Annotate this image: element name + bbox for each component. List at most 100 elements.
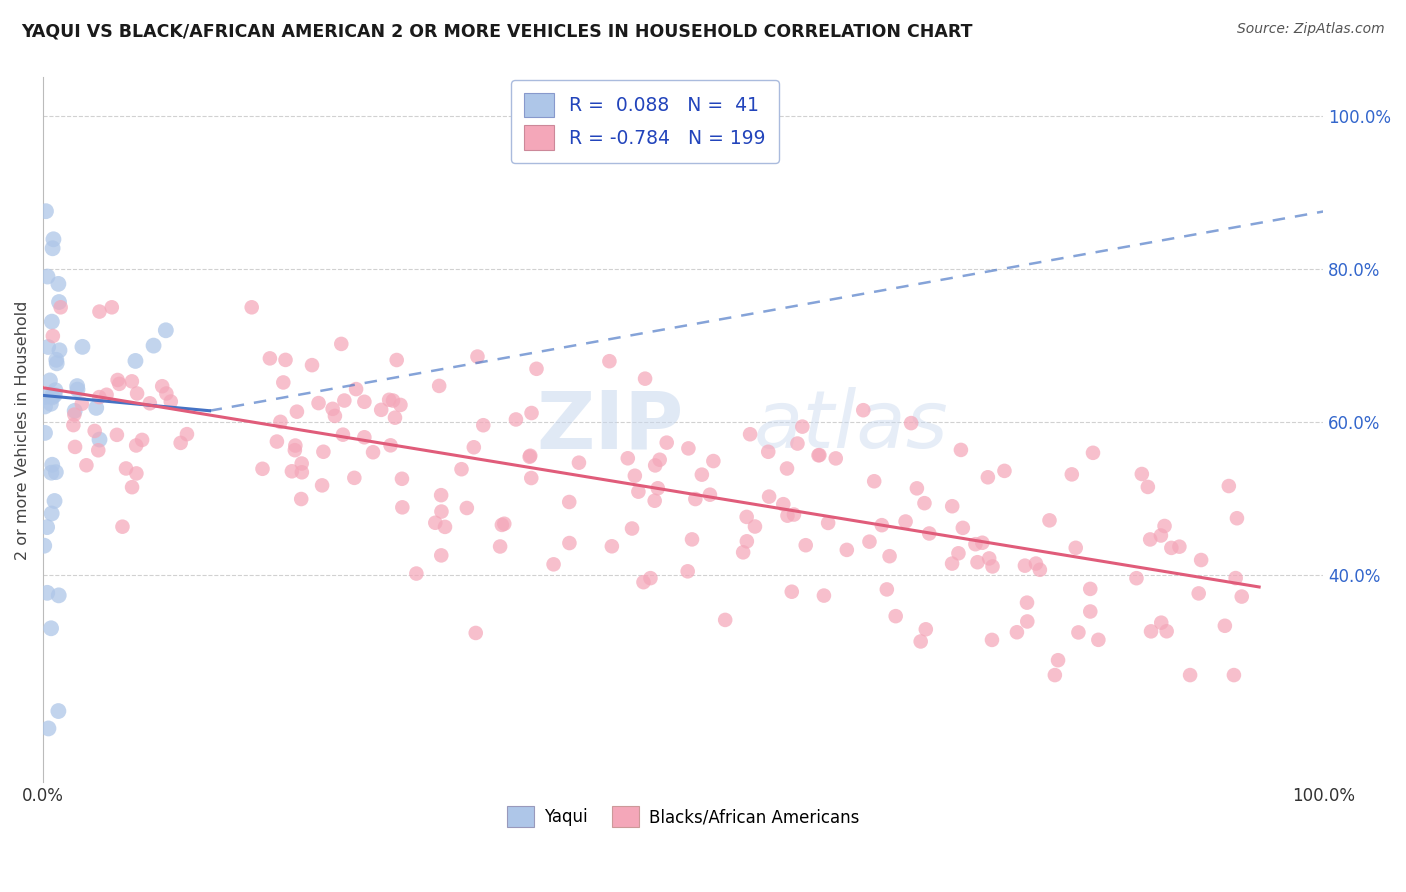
- Point: [948, 546, 970, 560]
- Point: [1017, 615, 1039, 629]
- Point: [353, 430, 375, 444]
- Point: [370, 402, 392, 417]
- Point: [965, 537, 987, 551]
- Point: [89, 390, 111, 404]
- Point: [1153, 519, 1175, 533]
- Point: [89, 433, 111, 447]
- Point: [600, 539, 623, 553]
- Point: [949, 442, 972, 457]
- Point: [125, 467, 148, 481]
- Point: [489, 540, 512, 554]
- Point: [89, 304, 111, 318]
- Point: [323, 409, 346, 423]
- Point: [699, 488, 721, 502]
- Point: [124, 354, 146, 368]
- Point: [735, 534, 758, 549]
- Point: [685, 491, 707, 506]
- Point: [1226, 511, 1249, 525]
- Point: [1160, 541, 1182, 555]
- Point: [681, 533, 703, 547]
- Point: [41, 241, 63, 255]
- Point: [644, 493, 666, 508]
- Point: [634, 372, 657, 386]
- Point: [108, 376, 131, 391]
- Point: [1213, 619, 1236, 633]
- Point: [87, 443, 110, 458]
- Text: Source: ZipAtlas.com: Source: ZipAtlas.com: [1237, 22, 1385, 37]
- Text: ZIP: ZIP: [536, 387, 683, 466]
- Point: [621, 522, 644, 536]
- Point: [894, 515, 917, 529]
- Point: [101, 301, 124, 315]
- Point: [1060, 467, 1083, 482]
- Point: [312, 444, 335, 458]
- Point: [835, 542, 858, 557]
- Point: [131, 433, 153, 447]
- Point: [344, 382, 367, 396]
- Point: [464, 626, 486, 640]
- Point: [72, 340, 94, 354]
- Point: [1225, 571, 1247, 585]
- Point: [644, 458, 666, 473]
- Point: [83, 424, 105, 438]
- Point: [813, 589, 835, 603]
- Point: [274, 352, 297, 367]
- Point: [333, 393, 356, 408]
- Point: [1078, 605, 1101, 619]
- Point: [37, 269, 59, 284]
- Point: [558, 495, 581, 509]
- Point: [290, 491, 312, 506]
- Point: [633, 575, 655, 590]
- Point: [733, 545, 755, 559]
- Point: [780, 584, 803, 599]
- Point: [520, 406, 543, 420]
- Point: [491, 517, 513, 532]
- Point: [142, 338, 165, 352]
- Point: [66, 383, 89, 397]
- Point: [519, 449, 541, 463]
- Point: [48, 588, 70, 602]
- Point: [84, 401, 107, 415]
- Point: [776, 508, 799, 523]
- Point: [941, 557, 963, 571]
- Point: [63, 440, 86, 454]
- Point: [993, 464, 1015, 478]
- Point: [520, 471, 543, 485]
- Point: [647, 481, 669, 495]
- Point: [430, 488, 453, 502]
- Point: [450, 462, 472, 476]
- Point: [1136, 480, 1159, 494]
- Point: [44, 383, 66, 397]
- Point: [285, 405, 308, 419]
- Y-axis label: 2 or more Vehicles in Household: 2 or more Vehicles in Household: [15, 301, 30, 559]
- Point: [380, 438, 402, 452]
- Point: [690, 467, 713, 482]
- Point: [125, 438, 148, 452]
- Point: [343, 471, 366, 485]
- Point: [876, 582, 898, 597]
- Point: [34, 400, 56, 414]
- Point: [252, 462, 274, 476]
- Point: [640, 571, 662, 585]
- Point: [824, 451, 846, 466]
- Point: [389, 398, 412, 412]
- Point: [1014, 558, 1036, 573]
- Point: [353, 394, 375, 409]
- Point: [291, 457, 314, 471]
- Point: [1015, 596, 1038, 610]
- Point: [37, 586, 59, 600]
- Point: [1168, 540, 1191, 554]
- Point: [139, 396, 162, 410]
- Point: [1047, 653, 1070, 667]
- Point: [627, 484, 650, 499]
- Point: [756, 444, 779, 458]
- Point: [1081, 446, 1104, 460]
- Point: [1043, 668, 1066, 682]
- Point: [391, 472, 413, 486]
- Point: [758, 490, 780, 504]
- Point: [427, 379, 450, 393]
- Point: [34, 390, 56, 404]
- Point: [48, 277, 70, 291]
- Point: [1150, 615, 1173, 630]
- Point: [425, 516, 447, 530]
